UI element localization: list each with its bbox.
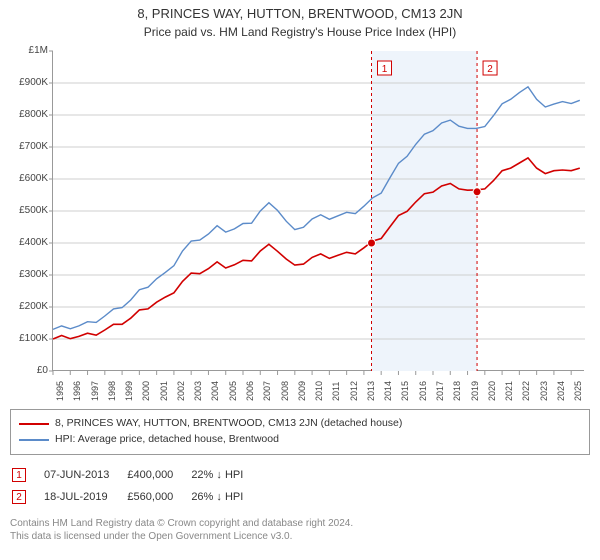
x-axis-label: 2013 [366,381,370,401]
y-axis-label: £800K [8,109,48,120]
sales-table: 1 07-JUN-2013£400,00022% ↓ HPI 2 18-JUL-201… [10,463,261,509]
sale-row: 2 18-JUL-2019£560,00026% ↓ HPI [12,487,259,507]
x-axis-label: 2005 [228,381,232,401]
x-axis-label: 2012 [349,381,353,401]
x-axis-label: 2022 [521,381,525,401]
x-axis-label: 2015 [400,381,404,401]
x-axis-label: 2014 [383,381,387,401]
chart-subtitle: Price paid vs. HM Land Registry's House … [8,25,592,39]
y-axis-label: £400K [8,237,48,248]
x-axis-label: 1997 [90,381,94,401]
sale-date: 18-JUL-2019 [44,487,125,507]
y-axis-label: £900K [8,77,48,88]
x-axis-label: 2001 [159,381,163,401]
chart: 12 £0£100K£200K£300K£400K£500K£600K£700K… [8,45,592,405]
y-axis-label: £600K [8,173,48,184]
x-axis-label: 2008 [280,381,284,401]
chart-title: 8, PRINCES WAY, HUTTON, BRENTWOOD, CM13 … [8,6,592,21]
sale-date: 07-JUN-2013 [44,465,125,485]
sale-badge: 1 [12,468,26,482]
legend-item-hpi: HPI: Average price, detached house, Bren… [19,432,581,448]
legend-swatch-property [19,423,49,425]
x-axis-label: 2020 [487,381,491,401]
x-axis-label: 2016 [418,381,422,401]
x-axis-label: 2007 [262,381,266,401]
y-axis-label: £700K [8,141,48,152]
x-axis-label: 2023 [539,381,543,401]
sale-row: 1 07-JUN-2013£400,00022% ↓ HPI [12,465,259,485]
x-axis-label: 2017 [435,381,439,401]
legend-item-property: 8, PRINCES WAY, HUTTON, BRENTWOOD, CM13 … [19,416,581,432]
credits-line1: Contains HM Land Registry data © Crown c… [10,517,590,530]
x-axis-label: 1996 [72,381,76,401]
credits: Contains HM Land Registry data © Crown c… [10,517,590,543]
x-axis-label: 1995 [55,381,59,401]
legend-label-hpi: HPI: Average price, detached house, Bren… [55,432,279,448]
x-axis-label: 2010 [314,381,318,401]
sale-price: £560,000 [127,487,189,507]
x-axis-label: 1999 [124,381,128,401]
sale-price: £400,000 [127,465,189,485]
y-axis-label: £300K [8,269,48,280]
legend: 8, PRINCES WAY, HUTTON, BRENTWOOD, CM13 … [10,409,590,455]
sale-delta: 22% ↓ HPI [191,465,259,485]
y-axis-label: £200K [8,301,48,312]
x-axis-label: 2000 [141,381,145,401]
y-axis-label: £500K [8,205,48,216]
x-axis-label: 2011 [331,382,335,401]
x-axis-label: 2025 [573,381,577,401]
x-axis-label: 2009 [297,381,301,401]
x-axis-label: 2024 [556,381,560,401]
credits-line2: This data is licensed under the Open Gov… [10,530,590,543]
y-axis-label: £1M [8,45,48,56]
svg-text:2: 2 [487,64,493,75]
x-axis-label: 1998 [107,381,111,401]
svg-text:1: 1 [382,64,388,75]
x-axis-label: 2018 [452,381,456,401]
x-axis-label: 2006 [245,381,249,401]
plot-region: 12 [52,51,584,371]
x-axis-label: 2003 [193,381,197,401]
legend-label-property: 8, PRINCES WAY, HUTTON, BRENTWOOD, CM13 … [55,416,402,432]
sale-delta: 26% ↓ HPI [191,487,259,507]
x-axis-label: 2021 [504,381,508,401]
y-axis-label: £100K [8,333,48,344]
x-axis-label: 2004 [210,381,214,401]
x-axis-label: 2002 [176,381,180,401]
y-axis-label: £0 [8,365,48,376]
footer: 8, PRINCES WAY, HUTTON, BRENTWOOD, CM13 … [10,409,590,543]
x-axis-label: 2019 [470,381,474,401]
sale-badge: 2 [12,490,26,504]
legend-swatch-hpi [19,439,49,441]
